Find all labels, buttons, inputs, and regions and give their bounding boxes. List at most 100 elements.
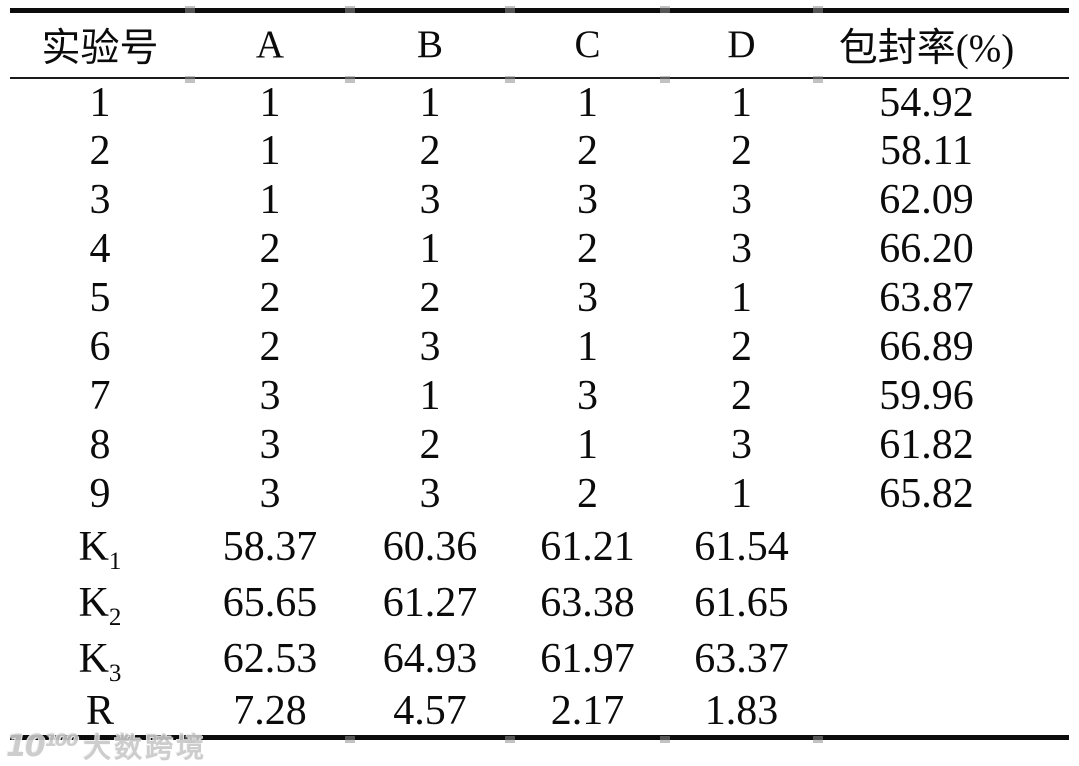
table-cell-c: 3 [577, 275, 598, 321]
row-label: 5 [10, 274, 190, 323]
row-label-text: 4 [89, 226, 111, 272]
table-cell-c: 63.38 [540, 579, 635, 626]
column-header-experiment-no: 实验号 [10, 10, 190, 79]
column-header-factor-b: B [350, 10, 510, 79]
table-row: 6 2 3 1 2 66.89 [10, 323, 1069, 372]
table-row: 1 1 1 1 1 54.92 [10, 78, 1069, 127]
table-cell-b: 60.36 [382, 523, 478, 570]
row-label-subscript: 2 [108, 603, 122, 631]
table-body: 1 1 1 1 1 54.92 2 1 2 2 2 58.11 3 1 3 3 … [10, 78, 1069, 738]
row-label: 1 [10, 78, 190, 127]
row-label-text: K [78, 635, 109, 682]
table-cell-c: 1 [577, 422, 598, 468]
row-label: K3 [10, 631, 190, 687]
column-boundary-tick [345, 6, 355, 13]
row-label-text: 3 [89, 177, 111, 223]
table-cell-encapsulation-rate [818, 631, 1069, 687]
table-cell-a: 3 [259, 373, 281, 419]
table-cell-encapsulation-rate: 59.96 [879, 373, 974, 419]
table-cell-d: 2 [731, 128, 752, 174]
table-cell-d: 1 [731, 471, 752, 517]
table-cell-b: 3 [419, 471, 441, 517]
row-label: 6 [10, 323, 190, 372]
table-row: K3 62.53 64.93 61.97 63.37 [10, 631, 1069, 687]
table-row: 2 1 2 2 2 58.11 [10, 127, 1069, 176]
column-boundary-tick [505, 76, 515, 83]
table-cell-c: 2 [577, 471, 598, 517]
watermark-logo-icon: 10¹⁰⁰ [6, 728, 79, 764]
table-cell-a: 65.65 [222, 579, 318, 626]
table-cell-b: 2 [419, 128, 441, 174]
table-row: 8 3 2 1 3 61.82 [10, 421, 1069, 470]
table-cell-c: 61.97 [540, 635, 635, 682]
column-boundary-tick [185, 76, 195, 83]
table-cell-c: 1 [577, 324, 598, 370]
column-boundary-tick [185, 6, 195, 13]
table-cell-d: 63.37 [694, 635, 789, 682]
column-boundary-tick [660, 76, 670, 83]
table-cell-b: 3 [419, 324, 441, 370]
row-label: K2 [10, 575, 190, 631]
table-cell-a: 58.37 [222, 523, 318, 570]
column-boundary-tick [345, 76, 355, 83]
row-label: K1 [10, 519, 190, 575]
table-cell-encapsulation-rate: 54.92 [879, 79, 974, 126]
table-cell-c: 61.21 [540, 523, 635, 570]
column-boundary-tick [813, 76, 823, 83]
table-cell-b: 1 [419, 226, 441, 272]
table-cell-d: 3 [731, 422, 752, 468]
row-label: 2 [10, 127, 190, 176]
column-boundary-tick [660, 6, 670, 13]
row-label: 7 [10, 372, 190, 421]
column-boundary-tick [505, 6, 515, 13]
row-label-text: K [78, 579, 109, 626]
table-row: 5 2 2 3 1 63.87 [10, 274, 1069, 323]
table-cell-c: 3 [577, 373, 598, 419]
column-boundary-tick [185, 736, 195, 743]
table-cell-c: 2 [577, 128, 598, 174]
table-cell-d: 3 [731, 226, 752, 272]
orthogonal-table: 实验号 A B C D 包封率(%) 1 1 1 1 1 54.92 2 1 2… [10, 8, 1069, 740]
row-label-text: 5 [89, 275, 111, 321]
table-cell-encapsulation-rate: 62.09 [879, 177, 974, 223]
column-header-factor-d: D [665, 10, 818, 79]
row-label-text: 8 [89, 422, 111, 468]
table-cell-encapsulation-rate: 61.82 [879, 422, 974, 468]
column-header-factor-a: A [190, 10, 350, 79]
table-cell-d: 2 [731, 324, 752, 370]
table-cell-a: 1 [259, 79, 281, 126]
row-label-text: 7 [89, 373, 111, 419]
table-cell-b: 4.57 [393, 687, 467, 734]
table-cell-a: 3 [259, 422, 281, 468]
table-cell-c: 2.17 [550, 687, 625, 734]
row-label: 3 [10, 176, 190, 225]
table-cell-encapsulation-rate [818, 687, 1069, 738]
table-cell-d: 1 [731, 79, 752, 126]
column-header-encapsulation-rate: 包封率(%) [818, 10, 1069, 79]
column-header-factor-c: C [510, 10, 665, 79]
table-row: 4 2 1 2 3 66.20 [10, 225, 1069, 274]
row-label-text: K [78, 523, 109, 570]
table-cell-encapsulation-rate: 66.20 [879, 226, 974, 272]
table-cell-d: 1 [731, 275, 752, 321]
table-cell-d: 1.83 [704, 687, 779, 734]
row-label-text: 2 [89, 128, 111, 174]
column-boundary-tick [813, 6, 823, 13]
table-cell-d: 61.65 [694, 579, 789, 626]
row-label: 8 [10, 421, 190, 470]
table-cell-encapsulation-rate: 66.89 [879, 324, 974, 370]
table-row: K1 58.37 60.36 61.21 61.54 [10, 519, 1069, 575]
table-cell-c: 2 [577, 226, 598, 272]
table-cell-a: 2 [259, 226, 281, 272]
column-boundary-tick [660, 736, 670, 743]
table-cell-a: 2 [259, 275, 281, 321]
table-cell-d: 2 [731, 373, 752, 419]
table-row: K2 65.65 61.27 63.38 61.65 [10, 575, 1069, 631]
table-cell-encapsulation-rate: 58.11 [880, 128, 973, 174]
site-watermark: 10¹⁰⁰ 大数跨境 [6, 726, 207, 766]
table-cell-encapsulation-rate [818, 575, 1069, 631]
table-cell-d: 61.54 [694, 523, 789, 570]
row-label-text: 9 [89, 471, 111, 517]
table-cell-encapsulation-rate: 63.87 [879, 275, 974, 321]
